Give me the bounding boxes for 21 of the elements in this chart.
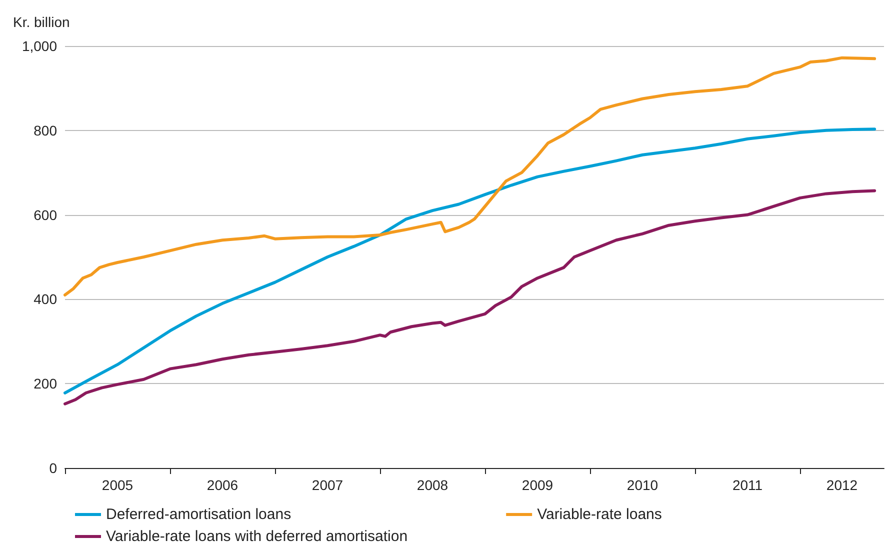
legend-label: Variable-rate loans with deferred amortisation	[106, 528, 408, 545]
y-axis-title: Kr. billion	[13, 14, 70, 30]
x-tick-label: 2010	[626, 477, 658, 493]
x-tick-label: 2005	[102, 477, 134, 493]
x-tick-label: 2012	[826, 477, 858, 493]
y-tick-label: 800	[34, 122, 58, 138]
y-tick-label: 0	[49, 460, 58, 476]
x-tick-label: 2009	[522, 477, 554, 493]
x-tick-label: 2008	[416, 477, 448, 493]
legend-label: Variable-rate loans	[537, 506, 662, 523]
line-series	[64, 189, 876, 406]
x-tick-label: 2011	[732, 477, 763, 493]
y-tick-label: 600	[34, 206, 58, 223]
line-series	[64, 128, 876, 394]
y-tick-label: 200	[34, 376, 58, 392]
line-series	[64, 56, 876, 296]
legend-label: Deferred-amortisation loans	[106, 506, 292, 523]
x-tick-label: 2006	[206, 477, 238, 493]
y-tick-label: 400	[34, 291, 58, 308]
x-tick-label: 2007	[312, 477, 344, 493]
y-tick-label: 1,000	[22, 38, 58, 54]
